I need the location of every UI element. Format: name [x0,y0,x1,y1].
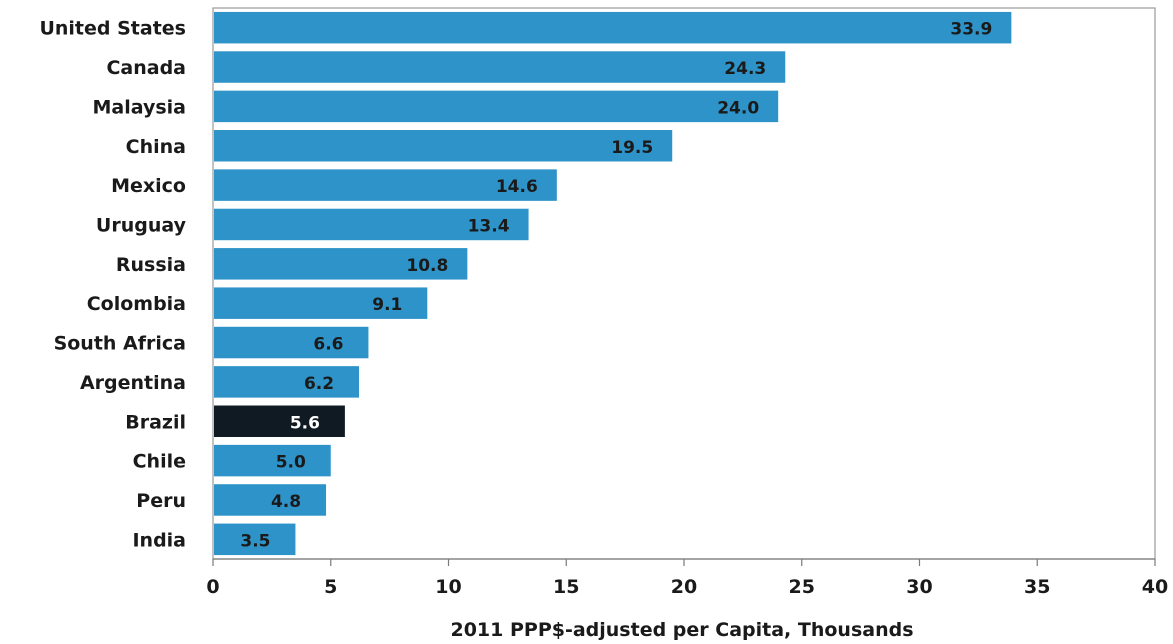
x-tick-label: 35 [1024,576,1050,598]
bar-peru [214,484,327,516]
bar-russia [214,248,468,280]
category-label: Malaysia [92,96,186,118]
value-label: 6.6 [313,335,343,355]
bar-malaysia [214,90,779,123]
x-tick-label: 0 [206,576,219,598]
bar-uruguay [214,208,529,241]
value-label: 14.6 [496,177,538,197]
category-labels: United States Canada Malaysia China Mexico Ur… [39,18,186,552]
category-label: Peru [136,490,186,512]
value-label: 33.9 [950,20,992,40]
category-label: Brazil [125,411,186,433]
value-label: 24.0 [717,98,759,118]
x-axis: 0 5 10 15 20 25 30 35 40 [206,558,1168,598]
bars [214,11,1012,556]
value-label: 9.1 [372,295,402,315]
category-label: Mexico [111,175,186,197]
value-label: 5.0 [276,453,306,473]
x-tick-label: 30 [906,576,932,598]
value-label: 6.2 [304,374,334,394]
bar-chile [214,444,331,477]
x-axis-title: 2011 PPP$-adjusted per Capita, Thousands [450,619,913,641]
category-label: Colombia [87,293,186,315]
x-tick-label: 10 [435,576,461,598]
bar-india [214,523,296,556]
category-label: Canada [106,57,186,79]
value-label: 13.4 [468,216,510,236]
bar-south-africa [214,326,369,359]
bar-argentina [214,366,360,398]
x-tick-label: 40 [1142,576,1168,598]
category-label: Chile [133,451,186,473]
bar-colombia [214,287,428,319]
value-label: 4.8 [271,492,301,512]
bar-canada [214,51,786,83]
category-label: Uruguay [96,214,187,236]
x-tick-label: 20 [671,576,697,598]
bar-mexico [214,169,557,201]
category-label: United States [39,18,186,40]
value-label: 19.5 [611,138,653,158]
x-tick-label: 5 [324,576,337,598]
value-label: 5.6 [290,413,320,433]
category-label: Russia [116,254,186,276]
x-tick-label: 25 [789,576,815,598]
category-label: India [132,529,186,551]
value-labels: 33.9 24.3 24.0 19.5 14.6 13.4 10.89.1 6.6 6.2 5.6… [240,20,992,552]
bar-united-states [214,11,1012,44]
x-tick-label: 15 [553,576,579,598]
category-label: Argentina [80,372,186,394]
bar-brazil [214,405,345,437]
category-label: South Africa [54,333,186,355]
value-label: 24.3 [724,59,766,79]
bar-china [214,130,673,162]
value-label: 10.8 [406,256,448,276]
category-label: China [126,136,186,158]
value-label: 3.5 [240,531,270,551]
